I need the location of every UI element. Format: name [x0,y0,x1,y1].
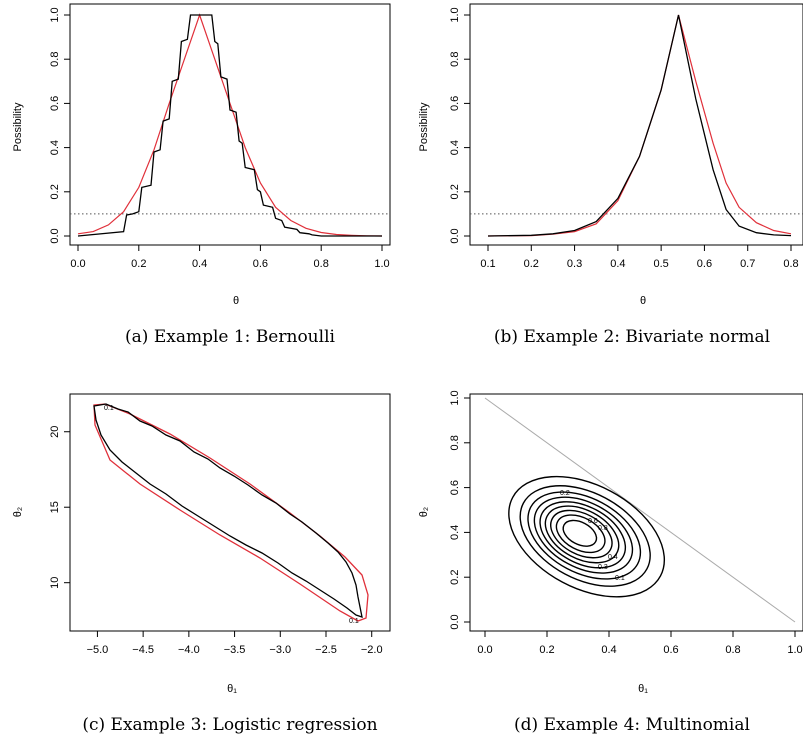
b-xtick-label: 0.7 [740,258,755,270]
panel-d-contour-label-6: 0.1 [615,575,625,582]
b-ytick-label: 1.0 [449,7,461,22]
panel-a-caption: (a) Example 1: Bernoulli [125,327,335,347]
d-xtick-label: 0.4 [601,644,616,656]
panel-a-plot-frame [69,3,391,246]
a-ytick-label: 0.0 [49,228,61,243]
panel-d-contour-label-1: 0.2 [560,490,570,497]
a-xtick-label: 0.8 [314,258,329,270]
c-ytick-label: 20 [49,426,61,438]
panel-c-empirical-contour [93,403,363,618]
d-ytick-label: 0.8 [449,435,461,450]
panel-c-plot-frame [69,393,391,632]
a-xtick-label: 0.0 [70,258,85,270]
b-ytick-label: 0.4 [449,140,461,155]
panel-d-contour-label-4: 0.4 [608,554,618,561]
b-xtick-label: 0.3 [567,258,582,270]
a-xtick-label: 0.2 [131,258,146,270]
panel-d-contour-label-2: 0.6 [588,518,598,525]
a-ytick-label: 1.0 [49,7,61,22]
b-ytick-label: 0.0 [449,228,461,243]
c-xtick-label: −3.0 [269,644,291,656]
panel-c-caption: (c) Example 3: Logistic regression [82,715,377,735]
a-ytick-label: 0.8 [49,52,61,67]
c-ytick-label: 10 [49,577,61,589]
d-ytick-label: 0.0 [449,614,461,629]
d-ytick-label: 0.6 [449,480,461,495]
panel-c-xlabel: θ₁ [227,683,237,695]
panel-b-bivariate-normal: 0.1 0.2 0.3 0.4 0.5 0.6 0.7 0.8 0.0 0.2 0.4 0.6 0.8 1… [418,3,803,347]
panel-a-ylabel: Possibility [12,102,24,151]
b-ytick-label: 0.2 [449,184,461,199]
panel-d-ylabel: θ₂ [418,507,430,517]
panel-d-contour-level [533,496,634,574]
panel-b-empirical-curve [487,14,792,237]
a-ytick-label: 0.6 [49,96,61,111]
panel-b-approx-curve [487,14,792,237]
d-ytick-label: 0.4 [449,525,461,540]
panel-d-caption: (d) Example 4: Multinomial [514,715,750,735]
b-xtick-label: 0.6 [697,258,712,270]
panel-d-contour-level [544,505,620,564]
panel-c-approx-contour [93,403,369,622]
a-xtick-label: 0.6 [253,258,268,270]
c-xtick-label: −5.0 [87,644,109,656]
b-xtick-label: 0.8 [783,258,798,270]
panel-d-contour-level [555,514,606,554]
a-xtick-label: 1.0 [374,258,389,270]
panel-d-contour-level [539,501,627,569]
c-xtick-label: −4.0 [178,644,200,656]
b-xtick-label: 0.5 [653,258,668,270]
d-xtick-label: 0.2 [539,644,554,656]
panel-c-logistic-regression: −5.0 −4.5 −4.0 −3.5 −3.0 −2.5 −2.0 10 15 20 0.1 0… [12,393,391,735]
c-ytick-label: 15 [49,501,61,513]
panel-a-xlabel: θ [233,295,239,307]
panel-d-contour-label-3: 0.8 [598,525,608,532]
panel-b-ylabel: Possibility [418,102,430,151]
b-ytick-label: 0.8 [449,52,461,67]
panel-b-plot-frame [469,3,803,246]
a-ytick-label: 0.4 [49,140,61,155]
b-ytick-label: 0.6 [449,96,461,111]
panel-c-contour-label-top: 0.1 [104,405,114,412]
panel-d-simplex-boundary [484,397,796,623]
panel-d-contour-label-5: 0.3 [598,564,608,571]
b-xtick-label: 0.4 [610,258,625,270]
panel-d-multinomial: 0.0 0.2 0.4 0.6 0.8 1.00.00.20.40.60.81.0 0.2… [418,390,803,735]
panel-d-contour-level [508,475,666,598]
panel-a-bernoulli: 0.0 0.2 0.4 0.6 0.8 1.0 0.0 0.2 0.4 0.6 0.8 1.0 θ P… [12,3,391,347]
panel-d-contour-level [550,509,613,559]
panel-a-empirical-curve [77,14,382,237]
d-ytick-label: 0.2 [449,570,461,585]
panel-c-ylabel: θ₂ [12,507,24,517]
panel-d-contours [508,475,666,598]
d-xtick-label: 0.6 [663,644,678,656]
panel-d-contour-level [562,519,598,547]
b-xtick-label: 0.1 [480,258,495,270]
a-ytick-label: 0.2 [49,184,61,199]
c-xtick-label: −4.5 [132,644,154,656]
d-ytick-label: 1.0 [449,390,461,405]
d-xtick-label: 0.0 [477,644,492,656]
d-xtick-label: 0.8 [725,644,740,656]
d-xtick-label: 1.0 [787,644,802,656]
b-xtick-label: 0.2 [524,258,539,270]
c-xtick-label: −2.5 [315,644,337,656]
panel-d-contour-level [527,491,642,580]
panel-b-caption: (b) Example 2: Bivariate normal [494,327,770,347]
panel-d-contour-level [519,485,651,587]
c-xtick-label: −2.0 [361,644,383,656]
c-xtick-label: −3.5 [224,644,246,656]
panel-d-xlabel: θ₁ [638,683,648,695]
a-xtick-label: 0.4 [192,258,207,270]
panel-b-xlabel: θ [640,295,646,307]
panel-d-plot-frame [469,393,803,632]
panel-a-approx-curve [77,13,383,237]
panel-c-contour-label-bottom: 0.1 [349,618,359,625]
